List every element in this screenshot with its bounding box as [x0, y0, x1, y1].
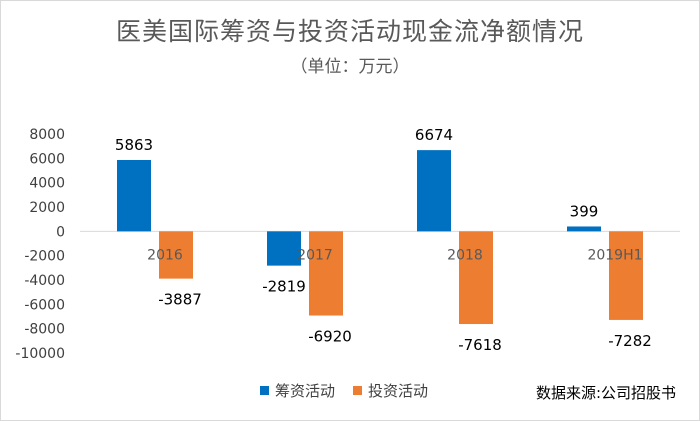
y-tick-label: -8000 [24, 322, 65, 338]
legend-swatch-investing [353, 386, 363, 395]
x-category-label: 2019H1 [587, 247, 642, 263]
bar-investing-2019H1 [609, 231, 643, 320]
bar-investing-2018 [459, 231, 493, 325]
bar-financing-2018 [417, 150, 451, 232]
legend-label-investing: 投资活动 [368, 382, 429, 400]
data-label: -6920 [308, 328, 352, 346]
legend-item-investing: 投资活动 [353, 380, 428, 401]
bar-financing-2016 [117, 160, 151, 232]
data-label: 5863 [115, 136, 153, 154]
data-source-note: 数据来源:公司招股书 [535, 384, 676, 402]
bar-investing-2016 [159, 231, 193, 279]
y-tick-label: -6000 [24, 297, 65, 313]
y-tick-label: 4000 [29, 176, 65, 192]
data-label: 6674 [415, 126, 453, 144]
bar-investing-2017 [309, 231, 343, 316]
data-label: 399 [570, 202, 599, 220]
chart-subtitle: （单位：万元） [290, 57, 410, 77]
chart-legend: 筹资活动 投资活动 [260, 380, 446, 401]
y-tick-label: -4000 [24, 273, 65, 289]
legend-item-financing: 筹资活动 [260, 380, 335, 401]
y-tick-label: 6000 [29, 151, 65, 167]
y-tick-label: 8000 [29, 127, 65, 143]
data-label: -3887 [158, 291, 202, 309]
data-label: -2819 [262, 278, 306, 296]
chart-title: 医美国际筹资与投资活动现金流净额情况 [115, 17, 584, 46]
y-tick-label: -10000 [15, 346, 65, 362]
x-category-label: 2017 [297, 247, 333, 263]
bar-financing-2017 [267, 231, 301, 266]
x-category-label: 2018 [447, 247, 483, 263]
y-tick-label: 0 [56, 224, 65, 240]
data-label: -7282 [608, 332, 652, 350]
x-category-label: 2016 [147, 247, 183, 263]
legend-label-financing: 筹资活动 [275, 382, 336, 400]
y-tick-label: 2000 [29, 200, 65, 216]
data-label: -7618 [458, 336, 502, 354]
bar-financing-2019H1 [567, 226, 601, 232]
y-tick-label: -2000 [24, 249, 65, 265]
legend-swatch-financing [260, 386, 269, 395]
